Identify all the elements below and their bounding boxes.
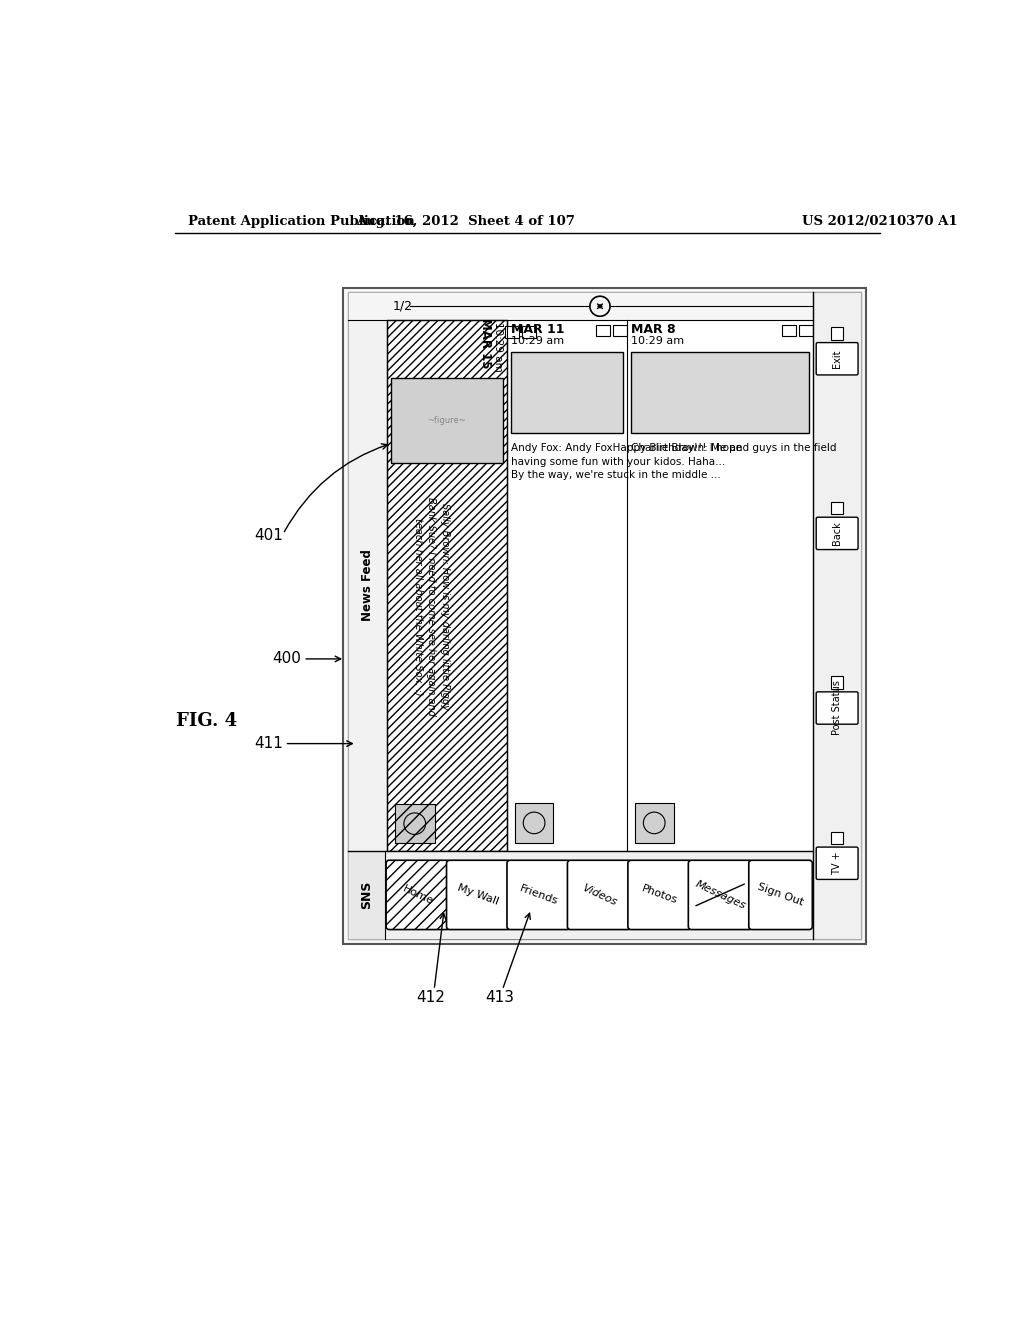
Bar xyxy=(830,502,844,515)
Text: News Feed: News Feed xyxy=(361,549,374,622)
Text: Exit: Exit xyxy=(833,350,842,368)
Bar xyxy=(348,850,385,940)
Bar xyxy=(387,321,507,850)
Bar xyxy=(813,293,861,940)
FancyBboxPatch shape xyxy=(386,861,450,929)
Bar xyxy=(522,326,537,338)
Bar xyxy=(343,288,866,944)
Bar xyxy=(394,804,435,843)
Bar xyxy=(348,293,813,321)
FancyBboxPatch shape xyxy=(507,861,570,929)
FancyBboxPatch shape xyxy=(816,847,858,879)
Text: FIG. 4: FIG. 4 xyxy=(176,711,238,730)
Text: ~figure~: ~figure~ xyxy=(428,416,466,425)
Bar xyxy=(830,327,844,339)
FancyBboxPatch shape xyxy=(816,517,858,549)
Text: SNS: SNS xyxy=(360,880,373,909)
Bar xyxy=(348,850,813,940)
Bar xyxy=(635,803,674,843)
Text: MAR 8: MAR 8 xyxy=(631,323,676,335)
Bar xyxy=(348,293,861,940)
Text: Friends: Friends xyxy=(518,883,559,907)
Text: Charlie Brown: Me and guys in the field: Charlie Brown: Me and guys in the field xyxy=(631,444,837,453)
Text: 1/2: 1/2 xyxy=(393,300,413,313)
Text: 10:29 am: 10:29 am xyxy=(493,322,503,372)
Text: TV +: TV + xyxy=(833,851,842,875)
Text: MAR 15: MAR 15 xyxy=(479,318,492,368)
Text: US 2012/0210370 A1: US 2012/0210370 A1 xyxy=(802,215,957,228)
Bar xyxy=(391,378,503,462)
Bar xyxy=(596,325,610,337)
Bar xyxy=(631,352,809,433)
Bar xyxy=(348,321,387,850)
Text: My Wall: My Wall xyxy=(457,883,501,907)
Text: Home: Home xyxy=(400,883,435,907)
Text: Andy Fox: Andy FoxHappy Birthday!!! I hope
having some fun with your kidos. Haha: Andy Fox: Andy FoxHappy Birthday!!! I ho… xyxy=(511,444,741,479)
Bar xyxy=(830,676,844,689)
Text: Videos: Videos xyxy=(581,883,618,907)
FancyBboxPatch shape xyxy=(628,861,691,929)
Text: Back: Back xyxy=(833,521,842,545)
Bar xyxy=(506,326,519,338)
FancyBboxPatch shape xyxy=(446,861,510,929)
Bar xyxy=(515,803,554,843)
FancyBboxPatch shape xyxy=(816,343,858,375)
Bar xyxy=(387,321,813,850)
Text: 411: 411 xyxy=(254,737,283,751)
Text: 401: 401 xyxy=(254,528,283,544)
Text: 10:29 am: 10:29 am xyxy=(631,335,684,346)
Bar xyxy=(799,325,813,337)
Text: Patent Application Publication: Patent Application Publication xyxy=(188,215,415,228)
FancyBboxPatch shape xyxy=(749,861,812,929)
Text: Post Status: Post Status xyxy=(833,681,842,735)
Text: 413: 413 xyxy=(485,990,514,1006)
FancyBboxPatch shape xyxy=(816,692,858,725)
Text: 10:29 am: 10:29 am xyxy=(511,335,564,346)
Text: Photos: Photos xyxy=(640,884,679,906)
Text: Sign Out: Sign Out xyxy=(756,882,805,908)
Text: 400: 400 xyxy=(272,651,302,667)
FancyBboxPatch shape xyxy=(567,861,631,929)
Bar xyxy=(830,832,844,843)
Text: Sally Brown: How is my darling little Piggy
Bank Sue? I need to come see her aga: Sally Brown: How is my darling little Pi… xyxy=(414,498,450,715)
Text: Aug. 16, 2012  Sheet 4 of 107: Aug. 16, 2012 Sheet 4 of 107 xyxy=(355,215,574,228)
Text: Messages: Messages xyxy=(693,879,746,911)
Bar xyxy=(511,352,624,433)
Bar xyxy=(613,325,627,337)
Text: MAR 11: MAR 11 xyxy=(511,323,564,335)
FancyBboxPatch shape xyxy=(688,861,752,929)
Text: 412: 412 xyxy=(416,990,444,1006)
Bar xyxy=(782,325,796,337)
